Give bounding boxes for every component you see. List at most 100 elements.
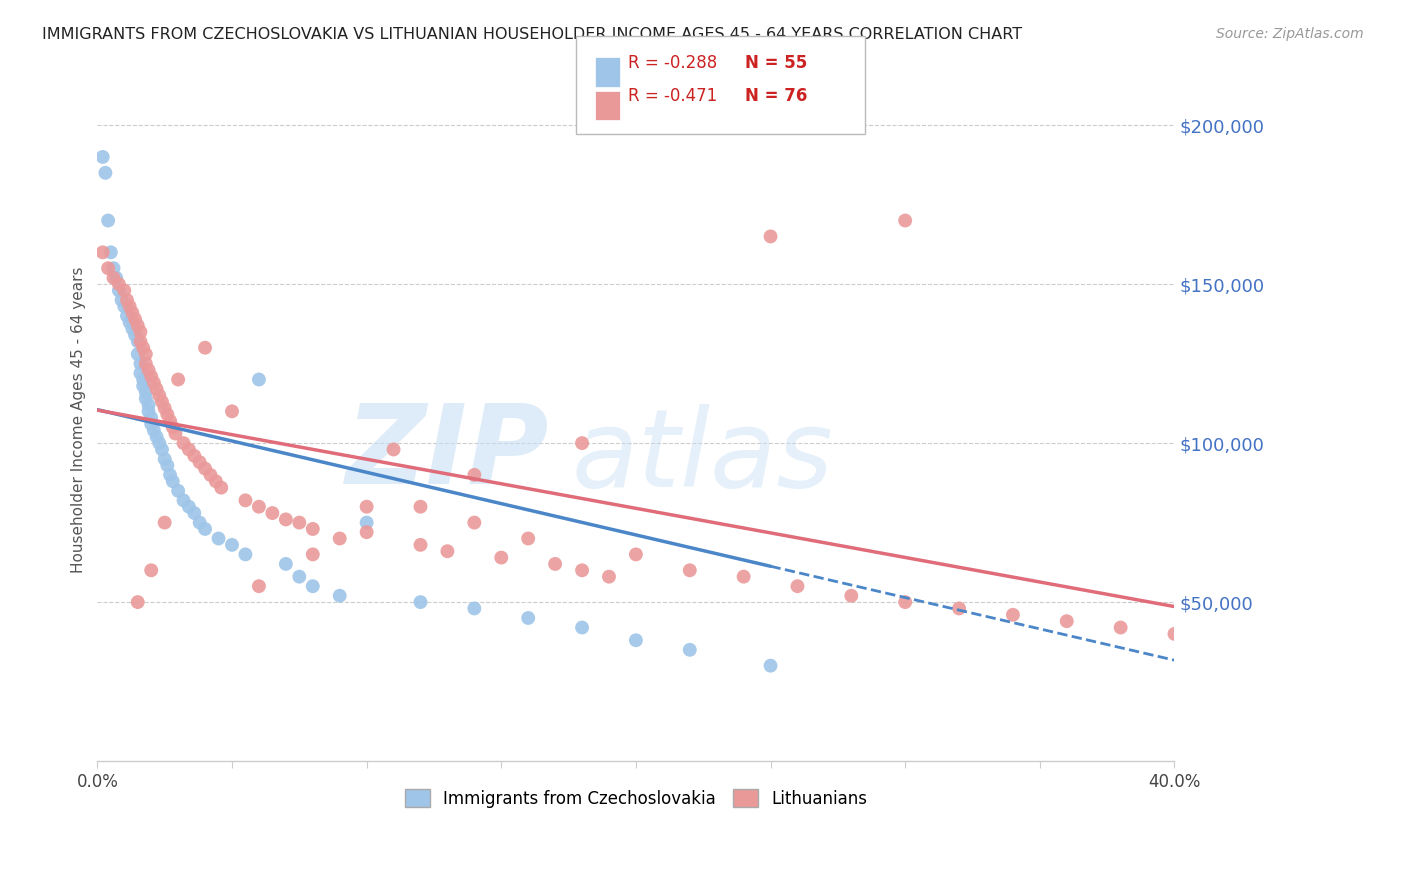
Point xyxy=(148,388,170,402)
Point xyxy=(167,372,190,386)
Point xyxy=(221,538,243,552)
Point xyxy=(91,150,114,164)
Point xyxy=(221,404,243,418)
Point xyxy=(129,334,152,349)
Point xyxy=(409,538,432,552)
Point xyxy=(141,563,163,577)
Point xyxy=(517,532,540,546)
Text: N = 55: N = 55 xyxy=(745,54,807,72)
Text: atlas: atlas xyxy=(571,404,834,509)
Point xyxy=(301,522,323,536)
Point xyxy=(135,392,157,406)
Point xyxy=(209,481,232,495)
Point xyxy=(124,328,146,343)
Point xyxy=(463,516,485,530)
Point xyxy=(177,500,200,514)
Point xyxy=(127,595,149,609)
Point xyxy=(124,312,146,326)
Point xyxy=(274,512,297,526)
Point xyxy=(491,550,513,565)
Point xyxy=(356,525,378,540)
Point xyxy=(153,452,176,467)
Point xyxy=(129,325,152,339)
Point xyxy=(173,493,195,508)
Text: IMMIGRANTS FROM CZECHOSLOVAKIA VS LITHUANIAN HOUSEHOLDER INCOME AGES 45 - 64 YEA: IMMIGRANTS FROM CZECHOSLOVAKIA VS LITHUA… xyxy=(42,27,1022,42)
Legend: Immigrants from Czechoslovakia, Lithuanians: Immigrants from Czechoslovakia, Lithuani… xyxy=(398,783,873,814)
Point xyxy=(517,611,540,625)
Point xyxy=(142,376,165,390)
Point xyxy=(356,516,378,530)
Point xyxy=(145,382,167,396)
Point xyxy=(100,245,122,260)
Point xyxy=(679,563,702,577)
Point xyxy=(948,601,970,615)
Point xyxy=(274,557,297,571)
Point xyxy=(288,569,311,583)
Point xyxy=(262,506,284,520)
Point xyxy=(127,334,149,349)
Point xyxy=(129,366,152,380)
Point xyxy=(571,621,593,635)
Point xyxy=(759,229,782,244)
Text: R = -0.471: R = -0.471 xyxy=(628,87,717,104)
Point xyxy=(329,532,352,546)
Point xyxy=(112,284,135,298)
Point xyxy=(118,299,141,313)
Point xyxy=(132,379,155,393)
Point xyxy=(841,589,863,603)
Point xyxy=(162,475,184,489)
Point xyxy=(150,442,173,457)
Point xyxy=(103,261,125,276)
Point xyxy=(97,261,120,276)
Point xyxy=(159,467,181,482)
Point xyxy=(207,532,229,546)
Point xyxy=(436,544,458,558)
Point xyxy=(463,601,485,615)
Point xyxy=(132,341,155,355)
Point xyxy=(624,548,647,562)
Point xyxy=(200,467,222,482)
Point xyxy=(624,633,647,648)
Point xyxy=(571,563,593,577)
Point xyxy=(183,506,205,520)
Point xyxy=(145,430,167,444)
Text: R = -0.288: R = -0.288 xyxy=(628,54,717,72)
Point xyxy=(1056,614,1078,628)
Point xyxy=(103,270,125,285)
Point xyxy=(135,347,157,361)
Point xyxy=(159,414,181,428)
Point xyxy=(121,306,143,320)
Point xyxy=(288,516,311,530)
Point xyxy=(94,166,117,180)
Point xyxy=(1001,607,1024,622)
Point xyxy=(108,284,131,298)
Point xyxy=(153,401,176,416)
Point xyxy=(301,579,323,593)
Point xyxy=(301,548,323,562)
Point xyxy=(194,522,217,536)
Point xyxy=(235,548,257,562)
Point xyxy=(138,398,160,412)
Point xyxy=(167,483,190,498)
Point xyxy=(571,436,593,450)
Point xyxy=(150,394,173,409)
Point xyxy=(118,315,141,329)
Point xyxy=(148,436,170,450)
Point xyxy=(135,357,157,371)
Text: N = 76: N = 76 xyxy=(745,87,807,104)
Point xyxy=(759,658,782,673)
Point xyxy=(733,569,755,583)
Point xyxy=(177,442,200,457)
Point xyxy=(679,642,702,657)
Point xyxy=(108,277,131,292)
Point xyxy=(356,500,378,514)
Point xyxy=(173,436,195,450)
Point xyxy=(156,408,179,422)
Point xyxy=(183,449,205,463)
Point xyxy=(141,410,163,425)
Point xyxy=(409,500,432,514)
Point xyxy=(115,293,138,307)
Point xyxy=(463,467,485,482)
Point xyxy=(141,417,163,431)
Point xyxy=(110,293,132,307)
